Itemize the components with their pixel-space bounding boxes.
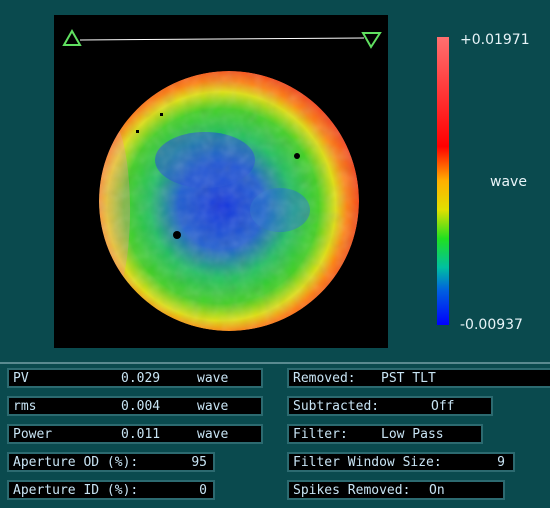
- setting-label: Removed:: [293, 371, 356, 386]
- setting-label: Filter Window Size:: [293, 455, 442, 470]
- scale-unit: wave: [490, 174, 527, 190]
- setting-field: Removed: PST TLT: [287, 368, 550, 388]
- profile-end-handle[interactable]: [361, 32, 382, 49]
- scale-max: +0.01971: [460, 32, 530, 48]
- profile-start-handle[interactable]: [62, 28, 82, 46]
- result-unit: wave: [197, 399, 229, 414]
- result-value: 95: [191, 455, 207, 470]
- result-field: Power 0.011 wave: [7, 424, 263, 444]
- result-label: Aperture ID (%):: [13, 483, 139, 498]
- result-label: PV: [13, 371, 29, 386]
- setting-value: On: [429, 483, 445, 498]
- color-bar: [437, 37, 449, 325]
- result-unit: wave: [197, 371, 229, 386]
- setting-field: Filter Window Size: 9: [287, 452, 515, 472]
- result-value: 0.029: [121, 371, 161, 386]
- result-label: Aperture OD (%):: [13, 455, 139, 470]
- setting-field: Filter: Low Pass: [287, 424, 483, 444]
- setting-field: Spikes Removed: On: [287, 480, 505, 500]
- setting-label: Filter:: [293, 427, 348, 442]
- result-value: 0.004: [121, 399, 161, 414]
- scale-min: -0.00937: [460, 317, 523, 333]
- result-unit: wave: [197, 427, 229, 442]
- setting-field: Subtracted: Off: [287, 396, 493, 416]
- result-field: Aperture OD (%): 95: [7, 452, 215, 472]
- result-value: 0.011: [121, 427, 161, 442]
- result-field: rms 0.004 wave: [7, 396, 263, 416]
- setting-value: Low Pass: [381, 427, 444, 442]
- results-panel: PV 0.029 wave rms 0.004 wave Power 0.011 wave Ape…: [0, 362, 550, 508]
- map-view: +0.01971 wave -0.00937: [54, 15, 530, 348]
- setting-value: PST TLT: [381, 371, 436, 386]
- result-field: Aperture ID (%): 0: [7, 480, 215, 500]
- result-field: PV 0.029 wave: [7, 368, 263, 388]
- setting-value: Off: [431, 399, 455, 414]
- result-label: rms: [13, 399, 37, 414]
- result-value: 0: [199, 483, 207, 498]
- profile-line: [79, 37, 365, 41]
- wavefront-map: [99, 71, 359, 331]
- setting-label: Subtracted:: [293, 399, 380, 414]
- result-label: Power: [13, 427, 53, 442]
- setting-value: 9: [497, 455, 505, 470]
- setting-label: Spikes Removed:: [293, 483, 411, 498]
